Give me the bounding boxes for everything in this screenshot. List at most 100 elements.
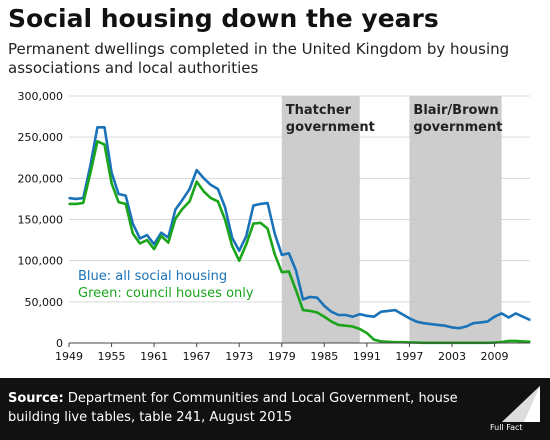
footer-bar (0, 378, 550, 440)
x-tick-label-1961: 1961 (140, 350, 168, 363)
data-point-0-2000 (429, 323, 432, 325)
data-point-1-1953 (96, 140, 99, 143)
data-point-0-1997 (408, 317, 411, 320)
data-point-1-1956 (117, 201, 120, 204)
data-point-0-1985 (323, 305, 326, 307)
data-point-1-1964 (174, 217, 177, 220)
data-point-0-2001 (437, 324, 439, 326)
x-tick-label-1979: 1979 (268, 350, 296, 363)
shaded-period-label-0-0: Thatcher (286, 103, 352, 118)
data-point-0-2014 (529, 319, 531, 321)
data-point-1-1971 (224, 218, 226, 221)
data-point-1-1993 (380, 340, 382, 343)
data-point-1-1983 (309, 310, 311, 312)
data-point-1-1965 (181, 207, 184, 210)
data-point-1-1977 (266, 227, 269, 230)
data-point-0-1993 (380, 310, 382, 313)
y-tick-label-250000: 250,000 (18, 131, 64, 144)
data-point-0-1969 (210, 184, 212, 186)
x-tick-label-1967: 1967 (183, 350, 211, 363)
data-point-1-1982 (302, 309, 304, 311)
shaded-period-1 (409, 96, 502, 343)
data-point-0-1957 (124, 194, 127, 197)
data-point-0-1980 (288, 252, 290, 255)
data-point-0-1959 (139, 237, 141, 240)
data-point-1-1968 (202, 190, 205, 193)
data-point-0-1996 (401, 313, 404, 315)
data-point-0-1956 (117, 193, 120, 195)
data-point-0-1987 (337, 314, 340, 316)
data-point-0-1970 (217, 188, 219, 190)
data-point-1-1952 (89, 172, 92, 175)
shaded-periods: Thatcher government Blair/Brown government (281, 96, 502, 343)
logo-text: Full Fact (490, 423, 523, 432)
y-tick-label-150000: 150,000 (18, 214, 64, 227)
data-point-0-1991 (366, 315, 368, 317)
data-point-1-1967 (195, 180, 198, 183)
y-tick-labels: 0 50,000 100,000 150,000 200,000 250,000 300,0… (18, 90, 64, 350)
data-point-1-1976 (259, 221, 262, 224)
source-label: Source: (8, 391, 64, 406)
data-point-0-1982 (302, 298, 304, 301)
legend-green: Green: council houses only (78, 286, 254, 301)
data-point-1-1959 (139, 242, 141, 245)
data-point-0-2004 (458, 327, 460, 329)
data-point-0-2009 (493, 315, 496, 318)
x-tick-label-1985: 1985 (310, 350, 338, 363)
data-point-0-1974 (245, 235, 248, 237)
data-point-0-1999 (422, 322, 425, 325)
data-point-1-1951 (82, 202, 84, 204)
page-title: Social housing down the years (8, 4, 439, 33)
x-tick-labels: 1949 1955 1961 1967 1973 1979 1985 1991 1997 2003… (55, 343, 509, 363)
x-tick-label-1955: 1955 (98, 350, 126, 363)
y-tick-label-0: 0 (56, 337, 63, 350)
data-point-1-1972 (231, 245, 233, 247)
data-point-1-1987 (337, 324, 340, 326)
data-point-0-1972 (231, 236, 233, 239)
data-point-0-2008 (486, 320, 489, 323)
data-point-1-1963 (167, 241, 170, 244)
data-point-0-1992 (373, 315, 375, 318)
shaded-period-label-0-1: government (286, 120, 375, 135)
data-point-0-1955 (110, 171, 113, 174)
data-point-0-2005 (465, 325, 467, 328)
page-subtitle: Permanent dwellings completed in the Uni… (8, 40, 510, 77)
data-point-1-1979 (280, 271, 283, 273)
data-point-0-2003 (451, 326, 453, 329)
data-point-0-1989 (351, 315, 354, 318)
y-tick-label-50000: 50,000 (25, 296, 64, 309)
data-point-1-1949 (68, 203, 70, 205)
shaded-period-label-1-0: Blair/Brown (413, 103, 498, 118)
y-tick-label-300000: 300,000 (18, 90, 64, 103)
data-point-0-1971 (224, 206, 226, 208)
data-point-0-1990 (358, 313, 361, 315)
data-point-0-1975 (252, 204, 255, 207)
data-point-0-2011 (507, 316, 510, 319)
data-point-1-2014 (529, 340, 531, 343)
full-fact-logo-icon (502, 386, 540, 422)
y-tick-label-100000: 100,000 (18, 255, 64, 268)
data-point-1-1961 (153, 248, 155, 250)
data-point-0-1949 (68, 197, 70, 199)
data-point-0-2012 (515, 312, 517, 315)
data-point-1-1991 (366, 332, 368, 334)
data-point-0-1967 (195, 169, 198, 171)
data-point-0-1977 (266, 202, 269, 204)
data-point-1-2012 (515, 340, 517, 342)
data-point-0-1966 (188, 188, 191, 190)
data-point-1-1981 (295, 289, 297, 292)
data-point-0-1965 (181, 198, 184, 201)
data-point-1-1975 (252, 222, 255, 225)
data-point-1-1974 (245, 243, 248, 245)
data-point-1-1955 (110, 182, 113, 185)
x-tick-label-2009: 2009 (481, 350, 509, 363)
series-line-0 (68, 126, 531, 330)
x-tick-label-1949: 1949 (55, 350, 83, 363)
data-point-1-1989 (351, 325, 354, 328)
data-point-0-1961 (153, 243, 155, 245)
data-point-1-1973 (238, 259, 241, 262)
data-point-0-2007 (479, 321, 482, 324)
data-point-0-1954 (103, 126, 106, 129)
data-point-0-1950 (75, 198, 77, 200)
data-point-0-1964 (174, 208, 177, 211)
